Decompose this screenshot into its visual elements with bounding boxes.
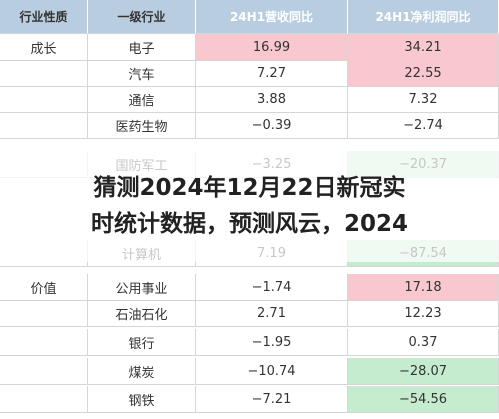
value-cell: 16.99 (196, 34, 348, 61)
overlay-line: 时统计数据，预测风云，2024 (90, 211, 408, 237)
group-cell (0, 112, 88, 139)
value-cell: 17.18 (348, 274, 499, 301)
value-cell: 2.71 (196, 300, 348, 327)
industry-cell: 通信 (88, 86, 196, 113)
group-cell: 价值 (0, 274, 88, 301)
value-cell: 7.32 (348, 86, 499, 113)
industry-cell: 汽车 (88, 60, 196, 87)
value-cell: −1.74 (196, 274, 348, 301)
value-cell: −54.56 (348, 386, 499, 413)
industry-cell: 公用事业 (88, 274, 196, 301)
industry-cell: 银行 (88, 329, 196, 356)
industry-cell: 电子 (88, 34, 196, 61)
industry-cell: 医药生物 (88, 112, 196, 139)
overlay-line: 猜测2024年12月22日新冠实 (93, 175, 406, 201)
industry-cell: 石油石化 (88, 300, 196, 327)
group-cell (0, 358, 88, 385)
group-cell (0, 60, 88, 87)
value-cell: 34.21 (348, 34, 499, 61)
value-cell: −2.74 (348, 112, 499, 139)
header-cell: 一级行业 (88, 0, 196, 34)
industry-cell: 钢铁 (88, 386, 196, 413)
industry-cell: 煤炭 (88, 358, 196, 385)
group-cell (0, 86, 88, 113)
value-cell: 12.23 (348, 300, 499, 327)
header-cell: 24H1营收同比 (196, 0, 348, 34)
value-cell: −7.21 (196, 386, 348, 413)
value-cell: 22.55 (348, 60, 499, 87)
group-cell (0, 300, 88, 327)
header-cell: 24H1净利润同比 (348, 0, 499, 34)
overlay-banner: 猜测2024年12月22日新冠实 时统计数据，预测风云，2024 (0, 150, 499, 262)
value-cell: −10.74 (196, 358, 348, 385)
group-cell (0, 386, 88, 413)
header-cell: 行业性质 (0, 0, 88, 34)
value-cell: 0.37 (348, 329, 499, 356)
value-cell: 7.27 (196, 60, 348, 87)
group-cell (0, 329, 88, 356)
value-cell: −1.95 (196, 329, 348, 356)
value-cell: −0.39 (196, 112, 348, 139)
value-cell: 3.88 (196, 86, 348, 113)
value-cell: −28.07 (348, 358, 499, 385)
group-cell: 成长 (0, 34, 88, 61)
